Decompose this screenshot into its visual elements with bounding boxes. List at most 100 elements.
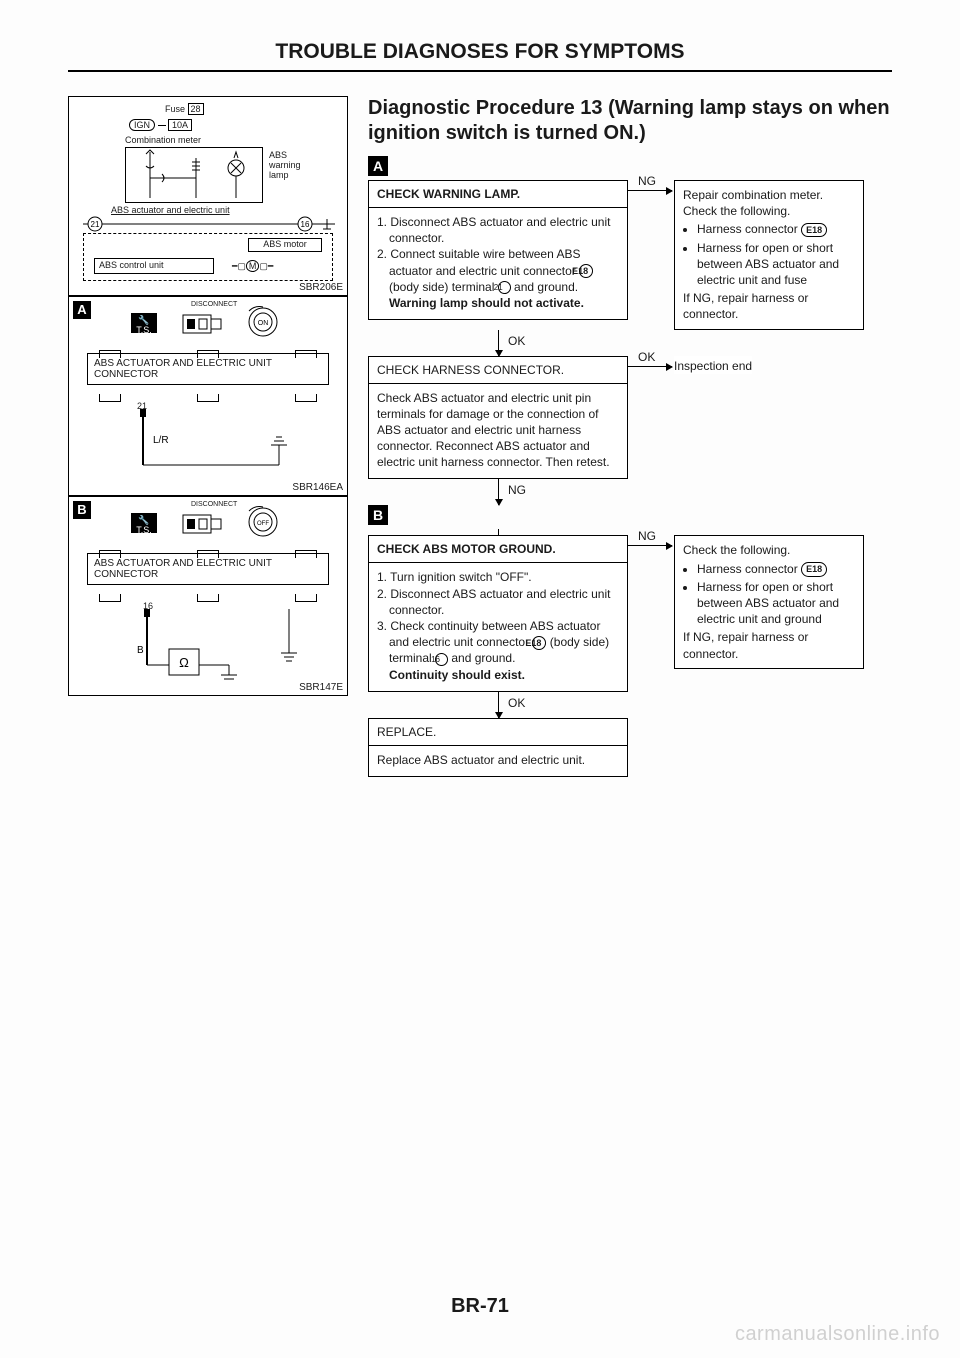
ts-badge-icon-b: 🔧T.S. [131,513,157,533]
unit-line-label: ABS actuator and electric unit [111,205,230,215]
flow-row-a: CHECK WARNING LAMP. 1. Disconnect ABS ac… [368,180,892,330]
figure-connector-b: B 🔧T.S. DISCONNECT OFF ABS ACTUATOR AND [68,496,348,696]
probe-circuit-icon: L/R [129,409,299,479]
section-header: TROUBLE DIAGNOSES FOR SYMPTOMS [68,40,892,70]
flow-head-h: CHECK HARNESS CONNECTOR. [369,357,627,384]
ok-label-h: OK [638,350,655,364]
flow-body-r: Replace ABS actuator and electric unit. [369,746,627,776]
step-letter-b: B [368,505,388,525]
arrow-right-icon [628,190,672,191]
flow-body-b: 1. Turn ignition switch "OFF". 2. Discon… [369,563,627,690]
boxB-bold: Continuity should exist. [377,667,619,683]
svg-text:B: B [137,645,144,656]
svg-text:OFF: OFF [257,521,269,527]
connector-e18-icon-3: E18 [532,636,546,650]
svg-text:ON: ON [258,320,269,327]
sideB-b1: Harness connector E18 [697,561,855,577]
watermark: carmanualsonline.info [735,1323,940,1346]
boxA-step2: 2. Connect suitable wire between ABS act… [377,246,619,295]
combo-meter-label: Combination meter [125,135,201,145]
ts-badge-icon: 🔧T.S. [131,313,157,333]
arrow-right-icon-3 [628,545,672,546]
ng-label-2: NG [508,483,526,497]
flow-box-harness: CHECK HARNESS CONNECTOR. Check ABS actua… [368,356,628,480]
fuse-number: 28 [188,103,204,115]
arrow-down-icon [498,330,499,356]
connector-e18-icon-2: E18 [801,223,827,237]
boxB-s2: 2. Disconnect ABS actuator and electric … [377,586,619,618]
ok-label-3: OK [508,696,525,710]
left-column: Fuse 28 IGN 10A Combination meter [68,96,348,696]
amp-label: 10A [168,119,192,131]
figure-connector-a: A 🔧T.S. DISCONNECT ON ABS ACTUATOR AND E [68,296,348,496]
sideA-l1: Repair combination meter. [683,187,855,203]
svg-text:L/R: L/R [153,435,169,446]
switch-on-icon: ON [245,305,283,339]
flow-box-motor-ground: CHECK ABS MOTOR GROUND. 1. Turn ignition… [368,535,628,691]
figure-code-1: SBR206E [299,282,343,293]
content-columns: Fuse 28 IGN 10A Combination meter [68,96,892,777]
figure-schematic-1: Fuse 28 IGN 10A Combination meter [68,96,348,296]
flow-box-check-lamp: CHECK WARNING LAMP. 1. Disconnect ABS ac… [368,180,628,320]
conn-bot-tabs-b [99,589,343,607]
dashed-unit-box: ABS motor ABS control unit ━▢M▢━ [83,233,333,281]
boxB-s3: 3. Check continuity between ABS actuator… [377,618,619,667]
ng-label-b: NG [638,529,656,543]
abs-motor-box: ABS motor [248,238,322,252]
sideA-b2: Harness for open or short between ABS ac… [697,240,855,289]
switch-off-icon: OFF [245,505,283,539]
flow-row-harness: CHECK HARNESS CONNECTOR. Check ABS actua… [368,356,892,480]
procedure-title: Diagnostic Procedure 13 (Warning lamp st… [368,96,892,146]
side-box-a: Repair combination meter. Check the foll… [674,180,864,330]
svg-text:16: 16 [301,220,310,229]
figure-letter-b: B [73,501,91,519]
boxA-step1: 1. Disconnect ABS actuator and electric … [377,214,619,246]
sideA-b1: Harness connector E18 [697,221,855,237]
connector-e18-icon: E18 [579,264,593,278]
figure-code-3: SBR147E [299,682,343,693]
arrow-right-icon-2 [628,366,672,367]
connector-plug-icon-b [177,507,227,541]
connector-plug-icon [177,307,227,341]
ohm-circuit-icon: Ω B [129,609,309,683]
arrow-down-icon-3 [498,692,499,718]
header-rule [68,70,892,72]
fuse-label: Fuse [165,104,185,114]
figure-code-2: SBR146EA [292,482,343,493]
flow-head-r: REPLACE. [369,719,627,746]
boxA-bold: Warning lamp should not activate. [377,295,619,311]
ok-label-1: OK [508,334,525,348]
page: TROUBLE DIAGNOSES FOR SYMPTOMS Fuse 28 I… [0,0,960,1358]
sideB-b2: Harness for open or short between ABS ac… [697,579,855,628]
terminal-21-icon: 21 [498,281,511,294]
arrow-down-icon-2 [498,479,499,505]
svg-text:Ω: Ω [179,655,189,670]
connector-e18-icon-4: E18 [801,562,827,576]
right-column: Diagnostic Procedure 13 (Warning lamp st… [368,96,892,777]
conn-top-tabs [99,345,343,363]
sideA-l3: If NG, repair harness or connector. [683,290,855,322]
flow-row-b: CHECK ABS MOTOR GROUND. 1. Turn ignition… [368,535,892,691]
motor-m: M [246,260,260,272]
abs-lamp-line1: ABS [269,150,287,160]
flow-head-b: CHECK ABS MOTOR GROUND. [369,536,627,563]
flow-body-h: Check ABS actuator and electric unit pin… [369,384,627,479]
abs-ctrl-box: ABS control unit [94,258,214,274]
boxB-s1: 1. Turn ignition switch "OFF". [377,569,619,585]
flow-body-a: 1. Disconnect ABS actuator and electric … [369,208,627,319]
ng-label-a: NG [638,174,656,188]
lamp-circuit-icon [126,148,264,204]
ign-label: IGN [129,119,155,131]
figure-letter-a: A [73,301,91,319]
terminal-16-icon: 16 [435,653,448,666]
inspection-end: Inspection end [674,356,752,374]
step-letter-a: A [368,156,388,176]
page-number: BR-71 [0,1295,960,1318]
sideB-l3: If NG, repair harness or connector. [683,629,855,661]
bus-line-icon: 21 16 [83,215,335,233]
abs-lamp-line2: warning [269,160,301,170]
sideB-l1: Check the following. [683,542,855,558]
flow-box-replace: REPLACE. Replace ABS actuator and electr… [368,718,628,777]
flow-head-a: CHECK WARNING LAMP. [369,181,627,208]
combo-meter-box [125,147,263,203]
